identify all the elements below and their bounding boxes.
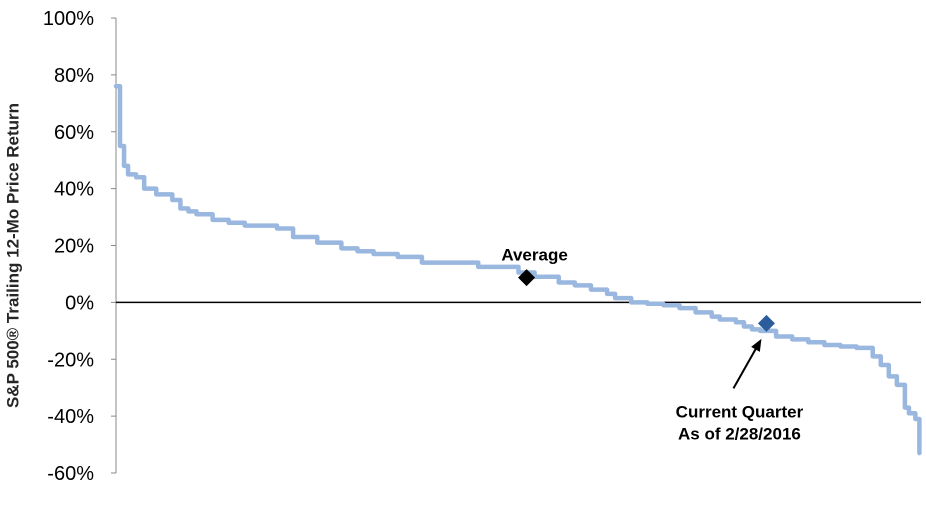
y-tick-label: 100%	[43, 8, 94, 30]
annotation-as-of-date: As of 2/28/2016	[678, 424, 801, 443]
current-quarter-marker	[757, 314, 775, 332]
y-tick-label: 20%	[54, 236, 94, 258]
y-axis-ticks: -60% -40% -20% 0% 20% 40% 60% 80% 100%	[43, 8, 116, 485]
average-marker	[518, 269, 536, 287]
annotation-arrow	[732, 341, 761, 389]
y-axis-label: S&P 500® Trailing 12-Mo Price Return	[3, 103, 22, 408]
y-tick-label: -40%	[47, 406, 94, 428]
y-tick-label: 60%	[54, 122, 94, 144]
y-tick-label: -20%	[47, 349, 94, 371]
y-tick-label: 80%	[54, 65, 94, 87]
annotation-average: Average	[501, 246, 567, 265]
y-tick-label: 40%	[54, 179, 94, 201]
series-line	[113, 84, 922, 456]
markers	[518, 269, 775, 332]
y-tick-label: -60%	[47, 463, 94, 485]
annotation-current-quarter: Current Quarter	[676, 402, 804, 421]
annotation-arrowhead	[751, 338, 762, 352]
y-tick-label: 0%	[65, 292, 94, 314]
